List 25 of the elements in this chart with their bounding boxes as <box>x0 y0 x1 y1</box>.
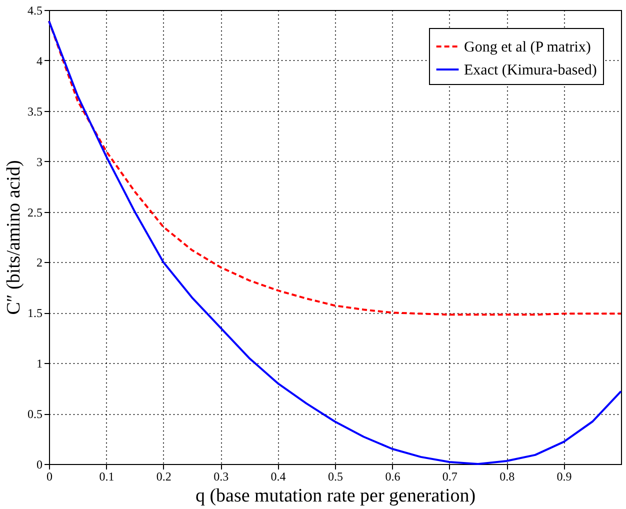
y-tick-label: 1 <box>36 356 42 371</box>
y-tick-label: 4.5 <box>28 4 42 18</box>
y-tick-label: 2.5 <box>28 205 42 220</box>
y-tick-label: 0 <box>36 458 42 472</box>
legend-label: Exact (Kimura-based) <box>464 62 597 78</box>
line-series <box>48 20 622 465</box>
x-tick-label: 0.2 <box>156 470 172 484</box>
x-tick-label: 0.5 <box>328 470 343 484</box>
x-tick-label: 0.4 <box>270 470 286 484</box>
y-tick-label: 3 <box>36 154 42 169</box>
y-tick-label: 3.5 <box>28 104 42 118</box>
x-tick-label: 0.7 <box>442 470 458 484</box>
y-tick-label: 2 <box>36 256 42 270</box>
x-tick-label: 0.1 <box>99 470 114 484</box>
legend-label: Gong et al (P matrix) <box>464 40 591 56</box>
y-tick-label: 0.5 <box>28 407 42 422</box>
y-axis-title: C″ (bits/amino acid) <box>4 160 24 315</box>
y-tick-label: 4 <box>36 54 42 68</box>
y-tick-label: 1.5 <box>28 306 42 320</box>
x-tick-label: 0.6 <box>385 470 400 484</box>
x-axis-title: q (base mutation rate per generation) <box>195 486 476 506</box>
x-tick-label: 0.3 <box>214 470 229 484</box>
x-tick-label: 0 <box>46 470 52 484</box>
x-tick-label: 0.8 <box>500 470 515 484</box>
x-tick-label: 0.9 <box>556 470 572 484</box>
